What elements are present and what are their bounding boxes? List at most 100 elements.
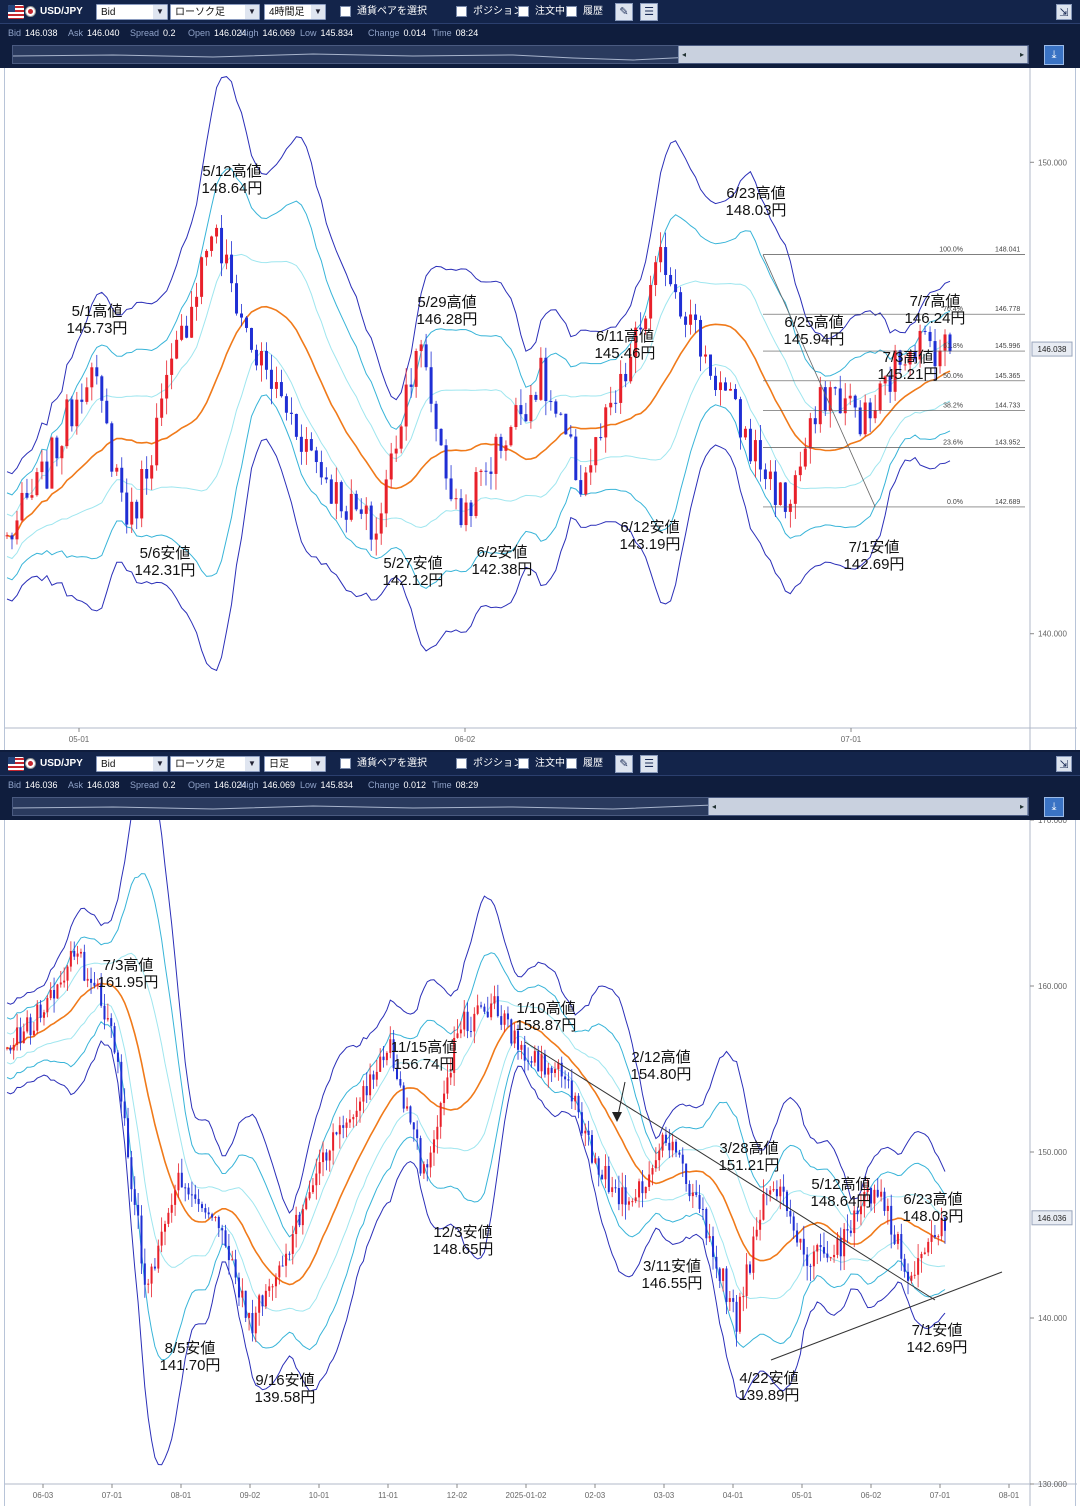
candle-body (96, 983, 99, 986)
checkbox[interactable] (456, 5, 467, 17)
candle-body (705, 1208, 708, 1239)
candle-body (910, 1275, 913, 1281)
candle-body (352, 1116, 355, 1120)
candle-body (621, 1187, 624, 1205)
select-pair-toggle[interactable]: 通貨ペアを選択 (340, 756, 427, 772)
candle-body (664, 247, 668, 275)
candle-body (775, 1189, 778, 1197)
candle-body (170, 1204, 173, 1213)
timeframe-select[interactable]: 4時間足 ▼ (264, 4, 326, 20)
candle-body (211, 1214, 214, 1218)
checkbox[interactable] (566, 5, 577, 17)
price-type-select[interactable]: Bid ▼ (96, 4, 168, 20)
annotation-value: 141.70円 (160, 1357, 221, 1374)
candle-body (29, 1017, 32, 1036)
checkbox[interactable] (518, 5, 529, 17)
chart-style-select[interactable]: ローソク足 ▼ (170, 756, 260, 772)
draw-tool-button[interactable]: ✎ (615, 3, 633, 21)
candle-body (240, 313, 243, 318)
settings-panel-button[interactable]: ☰ (640, 755, 658, 773)
pin-icon[interactable]: ⤓ (1044, 797, 1064, 817)
candle-body (584, 1130, 587, 1134)
price-chart-daily[interactable]: 170.000 160.000 150.000 140.000 130.000 06-03… (4, 770, 1077, 1506)
navigator-window[interactable]: ◂ ▸ (678, 46, 1028, 63)
quote-ask: Ask 146.038 (68, 780, 120, 790)
checkbox[interactable] (340, 757, 351, 769)
draw-tool-button[interactable]: ✎ (615, 755, 633, 773)
candle-body (634, 1197, 637, 1202)
collapse-icon[interactable]: ⇲ (1056, 756, 1072, 772)
candle-body (65, 399, 69, 447)
chart-style-select[interactable]: ローソク足 ▼ (170, 4, 260, 20)
candle-body (513, 1030, 516, 1044)
position-toggle[interactable]: ポジション (456, 4, 523, 20)
candle-body (484, 470, 488, 472)
navigator-window[interactable]: ◂ ▸ (708, 798, 1028, 815)
us-flag-icon (8, 757, 24, 771)
candle-body (120, 1061, 123, 1102)
navigator-track[interactable]: ◂ ▸ (12, 45, 1029, 64)
candle-body (32, 1030, 35, 1036)
candle-body (833, 387, 837, 389)
candle-body (137, 1204, 140, 1216)
chevron-right-icon[interactable]: ▸ (1019, 50, 1024, 59)
collapse-icon[interactable]: ⇲ (1056, 4, 1072, 20)
chevron-right-icon[interactable]: ▸ (1019, 802, 1024, 811)
candle-body (389, 453, 393, 480)
orders-toggle[interactable]: 注文中 (518, 756, 565, 772)
x-tick-label: 02-03 (585, 1491, 606, 1500)
candle-body (384, 479, 388, 514)
candle-body (379, 513, 383, 534)
quote-change: Change 0.012 (368, 780, 427, 790)
candle-body (244, 317, 248, 328)
candle-body (328, 1150, 331, 1161)
fibonacci-price: 142.689 (995, 499, 1020, 506)
bollinger-upper-1sd (6, 952, 946, 1262)
candle-body (200, 257, 204, 297)
checkbox[interactable] (340, 5, 351, 17)
candle-body (574, 436, 578, 481)
candle-body (524, 414, 528, 422)
x-tick-label: 11-01 (378, 1491, 398, 1500)
candle-body (10, 535, 14, 540)
current-price-label: 146.038 (1038, 345, 1067, 354)
candle-body (691, 1192, 694, 1197)
orders-toggle[interactable]: 注文中 (518, 4, 565, 20)
bollinger-upper-1sd (6, 253, 951, 517)
price-chart-4h[interactable]: 150.000 140.000 05-01 06-02 07-01 100.0% 148.0… (4, 68, 1077, 750)
checkbox[interactable] (566, 757, 577, 769)
candle-body (712, 1236, 715, 1257)
chevron-left-icon[interactable]: ◂ (681, 50, 686, 59)
chevron-left-icon[interactable]: ◂ (711, 802, 716, 811)
navigator-track[interactable]: ◂ ▸ (12, 797, 1029, 816)
pin-icon[interactable]: ⤓ (1044, 45, 1064, 65)
candle-body (826, 1253, 829, 1258)
candle-body (742, 1296, 745, 1298)
checkbox[interactable] (518, 757, 529, 769)
price-type-select[interactable]: Bid ▼ (96, 756, 168, 772)
candle-body (587, 1130, 590, 1135)
history-toggle[interactable]: 履歴 (566, 756, 603, 772)
candle-body (763, 469, 767, 480)
candle-body (140, 469, 144, 519)
candle-body (873, 410, 877, 419)
x-tick-label: 08-01 (171, 1491, 192, 1500)
position-toggle[interactable]: ポジション (456, 756, 523, 772)
select-pair-toggle[interactable]: 通貨ペアを選択 (340, 4, 427, 20)
checkbox[interactable] (456, 757, 467, 769)
timeframe-select[interactable]: 日足 ▼ (264, 756, 326, 772)
settings-panel-button[interactable]: ☰ (640, 3, 658, 21)
candle-body (529, 394, 533, 422)
chart-panel-4h: USD/JPY Bid ▼ ローソク足 ▼ 4時間足 ▼ 通貨ペアを選択 ポジション … (0, 0, 1080, 750)
x-tick-label: 06-03 (33, 1491, 54, 1500)
candle-body (738, 399, 742, 438)
candle-body (299, 436, 303, 452)
candle-body (641, 1181, 644, 1194)
candle-body (59, 982, 62, 985)
history-toggle[interactable]: 履歴 (566, 4, 603, 20)
candle-body (268, 1286, 271, 1291)
candle-body (469, 502, 473, 516)
annotation-value: 142.69円 (844, 556, 905, 573)
